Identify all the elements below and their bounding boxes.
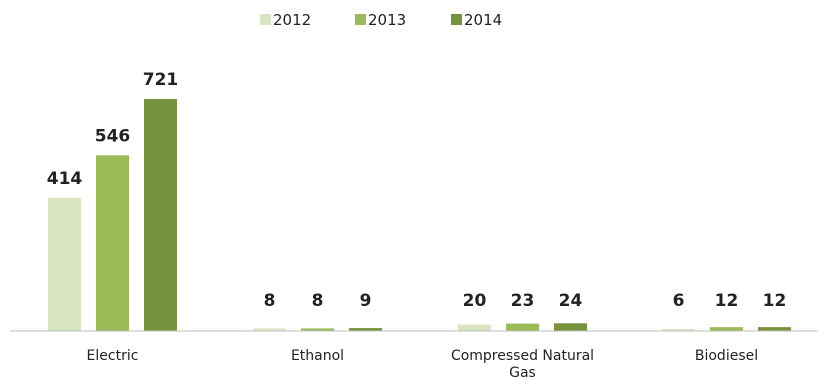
- legend-swatch-2012: [260, 14, 271, 25]
- data-label-electric-2012: 414: [47, 169, 83, 189]
- data-label-compressed-natural-gas-2013: 23: [511, 291, 535, 311]
- bar-ethanol-2012: [253, 328, 286, 331]
- category-label-biodiesel: Biodiesel: [695, 348, 758, 364]
- bar-compressed-natural-gas-2014: [554, 323, 587, 331]
- data-label-ethanol-2013: 8: [312, 291, 324, 311]
- bar-compressed-natural-gas-2013: [506, 323, 539, 331]
- category-label-electric: Electric: [87, 348, 139, 364]
- data-label-biodiesel-2014: 12: [763, 291, 787, 311]
- legend-label-2014: 2014: [464, 11, 502, 29]
- data-label-electric-2014: 721: [143, 70, 179, 90]
- data-label-ethanol-2012: 8: [264, 291, 276, 311]
- bar-electric-2013: [96, 155, 129, 331]
- category-labels: Electric Ethanol Compressed Natural Gas Biod…: [87, 348, 759, 381]
- category-label-compressed-natural-gas: Compressed Natural Gas: [451, 348, 594, 381]
- data-labels: 414 546 721 8 8 9 20 23 24 6 12 12: [47, 70, 787, 311]
- legend-swatch-2014: [451, 14, 462, 25]
- legend: 2012 2013 2014: [260, 11, 502, 29]
- bars: [48, 99, 791, 331]
- bar-ethanol-2013: [301, 328, 334, 331]
- category-label-ethanol: Ethanol: [291, 348, 344, 364]
- data-label-biodiesel-2012: 6: [673, 291, 685, 311]
- bar-compressed-natural-gas-2012: [458, 324, 491, 331]
- data-label-compressed-natural-gas-2012: 20: [463, 291, 487, 311]
- bar-ethanol-2014: [349, 328, 382, 331]
- data-label-compressed-natural-gas-2014: 24: [559, 291, 583, 311]
- data-label-ethanol-2014: 9: [360, 291, 372, 311]
- legend-swatch-2013: [355, 14, 366, 25]
- bar-biodiesel-2014: [758, 327, 791, 331]
- bar-electric-2012: [48, 197, 81, 331]
- bar-electric-2014: [144, 99, 177, 331]
- data-label-biodiesel-2013: 12: [715, 291, 739, 311]
- bar-biodiesel-2012: [662, 329, 695, 331]
- bar-biodiesel-2013: [710, 327, 743, 331]
- data-label-electric-2013: 546: [95, 126, 131, 146]
- legend-label-2012: 2012: [273, 11, 311, 29]
- legend-label-2013: 2013: [368, 11, 406, 29]
